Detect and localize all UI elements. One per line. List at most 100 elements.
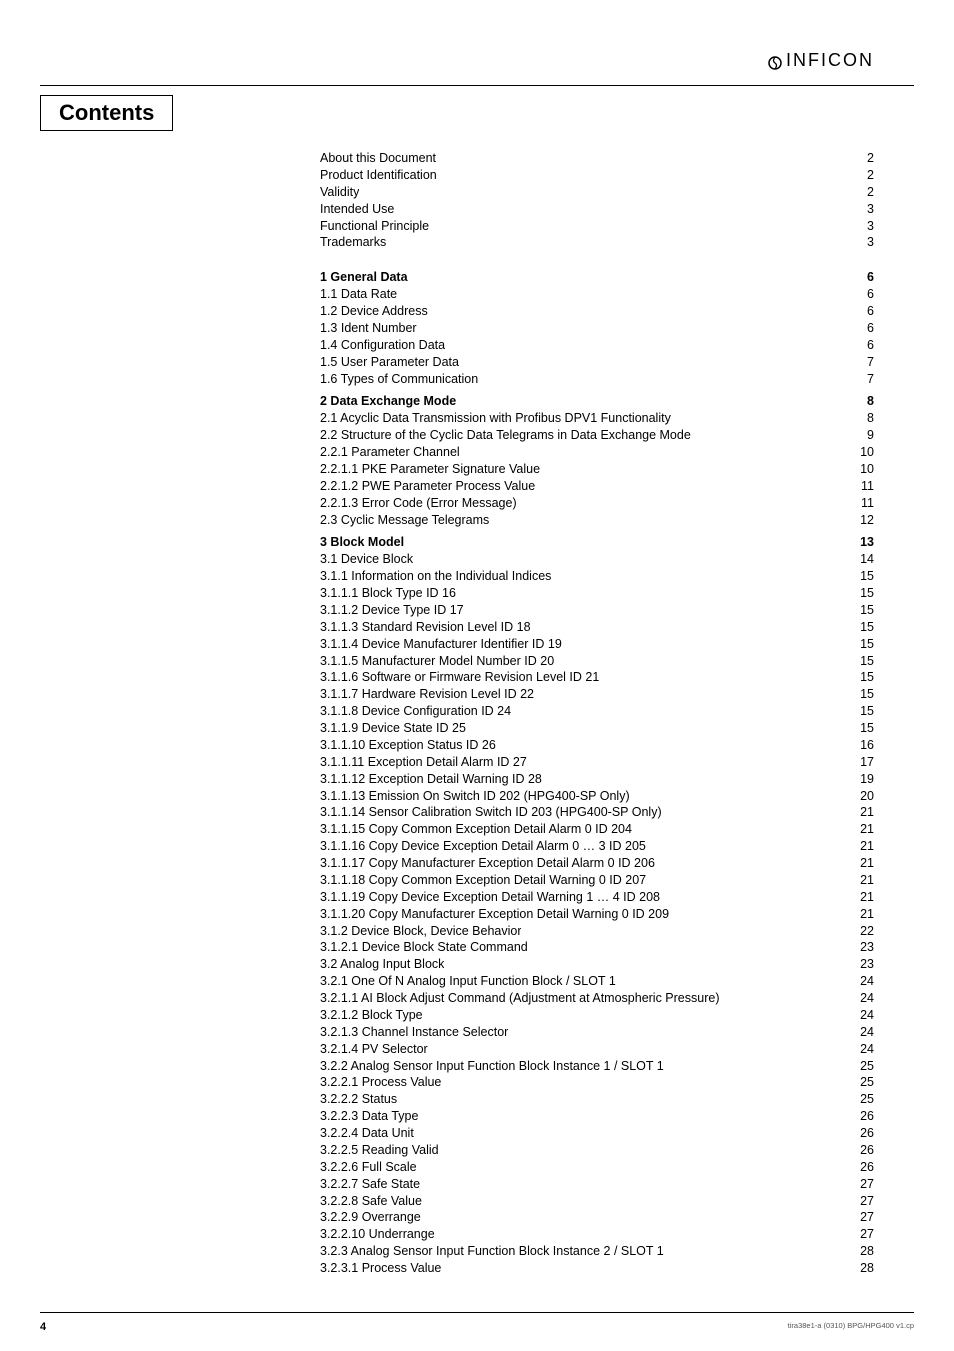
toc-page: 21 [846, 855, 874, 872]
toc-page: 7 [846, 354, 874, 371]
toc-label: 3.1.1.8 Device Configuration ID 24 [320, 703, 511, 720]
toc-page: 8 [846, 393, 874, 410]
toc-page: 15 [846, 585, 874, 602]
toc-page: 10 [846, 461, 874, 478]
toc-row: 3.1 Device Block14 [320, 551, 874, 568]
toc-page: 12 [846, 512, 874, 529]
toc-row: 3.1.1.9 Device State ID 2515 [320, 720, 874, 737]
toc-label: 3.1.1.19 Copy Device Exception Detail Wa… [320, 889, 660, 906]
toc-label: 3.2.2.7 Safe State [320, 1176, 420, 1193]
toc-label: 3.1.1.15 Copy Common Exception Detail Al… [320, 821, 632, 838]
toc-label: Product Identification [320, 167, 437, 184]
toc-page: 13 [846, 534, 874, 551]
toc-page: 24 [846, 973, 874, 990]
toc-row: 3.1.1.7 Hardware Revision Level ID 2215 [320, 686, 874, 703]
toc-row: 1.1 Data Rate6 [320, 286, 874, 303]
toc-row: 3.1.1.6 Software or Firmware Revision Le… [320, 669, 874, 686]
toc-row: 3.1.1 Information on the Individual Indi… [320, 568, 874, 585]
toc-label: 3.1.2 Device Block, Device Behavior [320, 923, 521, 940]
toc-page: 21 [846, 821, 874, 838]
toc-label: 3.1.1.1 Block Type ID 16 [320, 585, 456, 602]
toc-label: 3.1.1.16 Copy Device Exception Detail Al… [320, 838, 646, 855]
toc-page: 3 [846, 218, 874, 235]
toc-page: 25 [846, 1091, 874, 1108]
toc-page: 10 [846, 444, 874, 461]
toc-row: 3.2.1.3 Channel Instance Selector 24 [320, 1024, 874, 1041]
toc-row: 3.2.2.9 Overrange27 [320, 1209, 874, 1226]
toc-page: 2 [846, 184, 874, 201]
toc-row: 1.6 Types of Communication7 [320, 371, 874, 388]
toc-row: 3.1.1.5 Manufacturer Model Number ID 201… [320, 653, 874, 670]
toc-label: 3.2.2.5 Reading Valid [320, 1142, 439, 1159]
toc-row: 3.2.2.7 Safe State27 [320, 1176, 874, 1193]
toc-page: 6 [846, 269, 874, 286]
toc-label: 1.4 Configuration Data [320, 337, 445, 354]
toc-page: 24 [846, 1007, 874, 1024]
footer-rule [40, 1312, 914, 1313]
toc-label: 3.1.1.4 Device Manufacturer Identifier I… [320, 636, 562, 653]
toc-label: 3.1.1.9 Device State ID 25 [320, 720, 466, 737]
brand-logo-icon [768, 54, 782, 68]
toc-label: 3 Block Model [320, 534, 404, 551]
toc-page: 24 [846, 1041, 874, 1058]
toc-row: 1.5 User Parameter Data 7 [320, 354, 874, 371]
toc-row: 3.1.1.3 Standard Revision Level ID 1815 [320, 619, 874, 636]
toc-page: 23 [846, 939, 874, 956]
toc-page: 15 [846, 568, 874, 585]
toc-row: 2.2.1 Parameter Channel10 [320, 444, 874, 461]
toc-row: 3.2.2.8 Safe Value27 [320, 1193, 874, 1210]
toc-row: 3.1.1.15 Copy Common Exception Detail Al… [320, 821, 874, 838]
contents-heading: Contents [40, 95, 173, 131]
toc-label: 2.2.1.1 PKE Parameter Signature Value [320, 461, 540, 478]
toc-label: 3.2.1.3 Channel Instance Selector [320, 1024, 508, 1041]
toc-row: 3.1.2 Device Block, Device Behavior22 [320, 923, 874, 940]
toc-page: 26 [846, 1159, 874, 1176]
toc-gap [320, 251, 874, 269]
toc-label: 1.5 User Parameter Data [320, 354, 459, 371]
toc-page: 24 [846, 1024, 874, 1041]
toc-row: 3.1.1.4 Device Manufacturer Identifier I… [320, 636, 874, 653]
toc-row: 3.1.1.2 Device Type ID 1715 [320, 602, 874, 619]
toc-label: About this Document [320, 150, 436, 167]
toc-page: 27 [846, 1226, 874, 1243]
toc-page: 17 [846, 754, 874, 771]
toc-row: 3.1.1.8 Device Configuration ID 2415 [320, 703, 874, 720]
toc-label: 3.1.1.20 Copy Manufacturer Exception Det… [320, 906, 669, 923]
toc-row: 3.2.1.2 Block Type24 [320, 1007, 874, 1024]
toc-row: Product Identification2 [320, 167, 874, 184]
toc-row: 3.1.1.20 Copy Manufacturer Exception Det… [320, 906, 874, 923]
toc-label: 3.2.1.4 PV Selector [320, 1041, 428, 1058]
toc-label: 3.2.3 Analog Sensor Input Function Block… [320, 1243, 664, 1260]
toc-page: 24 [846, 990, 874, 1007]
toc-page: 19 [846, 771, 874, 788]
toc-row: 1.2 Device Address6 [320, 303, 874, 320]
toc-gap [320, 1277, 874, 1283]
toc-label: Trademarks [320, 234, 386, 251]
toc-row: Intended Use 3 [320, 201, 874, 218]
toc-row: 2.2 Structure of the Cyclic Data Telegra… [320, 427, 874, 444]
toc-row: 3.2.2.2 Status25 [320, 1091, 874, 1108]
toc-page: 21 [846, 889, 874, 906]
toc-page: 21 [846, 906, 874, 923]
toc-row: About this Document2 [320, 150, 874, 167]
contents-heading-text: Contents [59, 100, 154, 125]
toc-page: 3 [846, 234, 874, 251]
toc-label: 3.1.1.12 Exception Detail Warning ID 28 [320, 771, 542, 788]
toc-page: 28 [846, 1260, 874, 1277]
toc-row: 3.1.1.17 Copy Manufacturer Exception Det… [320, 855, 874, 872]
toc-label: 3.1.1.6 Software or Firmware Revision Le… [320, 669, 599, 686]
toc-label: Intended Use [320, 201, 394, 218]
toc-row: 2.3 Cyclic Message Telegrams12 [320, 512, 874, 529]
toc-label: Validity [320, 184, 359, 201]
toc-row: 3.2.3.1 Process Value28 [320, 1260, 874, 1277]
footer: 4 tira38e1-a (0310) BPG/HPG400 v1.cp [40, 1321, 914, 1333]
toc-row: 3.1.1.19 Copy Device Exception Detail Wa… [320, 889, 874, 906]
toc-row: 3.1.1.18 Copy Common Exception Detail Wa… [320, 872, 874, 889]
footer-doc-code: tira38e1-a (0310) BPG/HPG400 v1.cp [788, 1321, 914, 1333]
toc-page: 3 [846, 201, 874, 218]
toc-label: 3.1.1.18 Copy Common Exception Detail Wa… [320, 872, 646, 889]
toc-page: 6 [846, 337, 874, 354]
toc-page: 23 [846, 956, 874, 973]
toc-row: 3.2.2.1 Process Value25 [320, 1074, 874, 1091]
brand-logo: INFICON [768, 50, 874, 71]
